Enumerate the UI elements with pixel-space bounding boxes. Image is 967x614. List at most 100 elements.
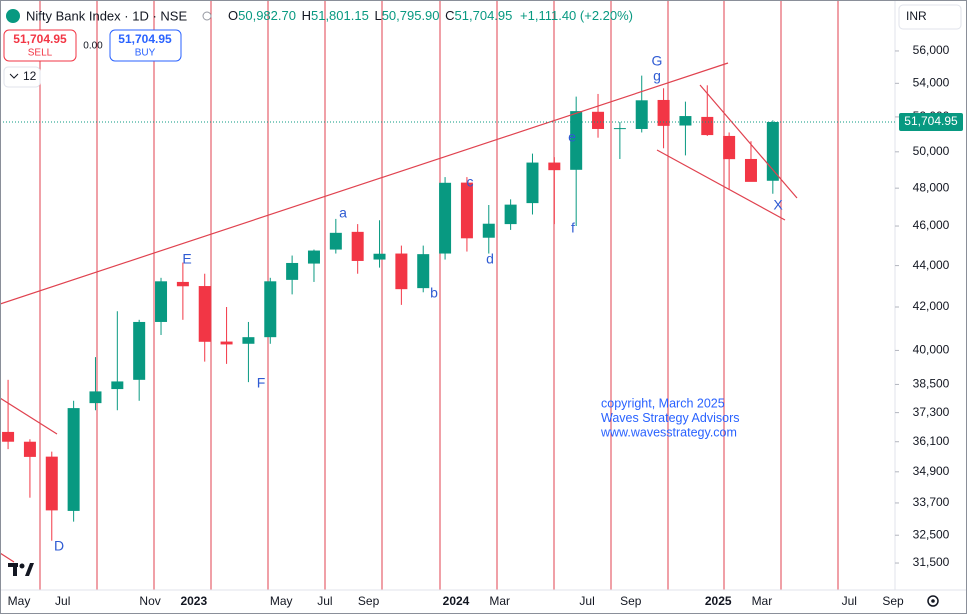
candle-body — [89, 391, 102, 404]
x-tick-label: Sep — [358, 594, 380, 608]
x-tick-label: Sep — [882, 594, 904, 608]
ohlc-value: 51,704.95 — [455, 8, 513, 23]
ohlc-key: C — [445, 8, 454, 23]
ohlc-value: 50,982.70 — [238, 8, 296, 23]
chevron-icon[interactable] — [9, 73, 19, 79]
x-tick-label: Jul — [579, 594, 594, 608]
buy-price[interactable]: 51,704.95 — [118, 32, 172, 46]
ohlc-key: O — [228, 8, 238, 23]
x-tick-label: 2024 — [443, 594, 470, 608]
candle-body — [635, 100, 648, 129]
candle-body — [220, 341, 233, 345]
sell-box[interactable] — [3, 29, 77, 62]
buy-label[interactable]: BUY — [135, 48, 156, 59]
ohlc-value: 50,795.90 — [382, 8, 440, 23]
buy-box[interactable] — [109, 29, 182, 62]
indicators-toggle[interactable]: 12 — [3, 66, 41, 88]
candle-body — [701, 116, 714, 136]
trend-line — [0, 62, 729, 305]
candle-body — [766, 121, 779, 181]
y-tick-label: 37,300 — [913, 405, 950, 419]
x-tick-label: Sep — [620, 594, 642, 608]
candle-body — [111, 381, 124, 390]
candle-body — [723, 135, 736, 160]
wave-label: b — [430, 285, 438, 301]
indicator-count[interactable]: 12 — [23, 69, 37, 83]
x-tick-label: Jul — [842, 594, 857, 608]
x-tick-label: 2023 — [180, 594, 207, 608]
wave-label: g — [653, 68, 661, 84]
currency-box[interactable] — [898, 4, 962, 30]
candles — [2, 75, 779, 541]
sell-label[interactable]: SELL — [28, 48, 53, 59]
candle-body — [67, 408, 80, 511]
spread: 0.00 — [83, 41, 103, 52]
candle-body — [198, 286, 211, 342]
gear-center[interactable] — [931, 599, 935, 603]
wave-label: G — [652, 53, 663, 69]
candle-body — [351, 231, 364, 261]
trend-line — [656, 149, 786, 221]
sell-button[interactable]: 51,704.95 SELL — [3, 29, 77, 62]
trend-line — [0, 552, 15, 563]
candle-body — [133, 321, 146, 380]
y-tick-label: 46,000 — [913, 218, 950, 232]
candle-body — [657, 99, 670, 126]
candle-body — [329, 232, 342, 250]
trend-line — [699, 84, 798, 199]
y-tick-label: 31,500 — [913, 555, 950, 569]
symbol-title: Nifty Bank Index · 1D · NSE — [26, 8, 187, 23]
candle-body — [613, 128, 626, 130]
copyright-line: copyright, March 2025 — [601, 396, 725, 410]
candle-body — [482, 223, 495, 238]
candle-body — [744, 158, 757, 182]
candle-body — [439, 182, 452, 254]
y-tick-label: 44,000 — [913, 258, 950, 272]
candle-body — [679, 116, 692, 126]
wave-label: F — [257, 375, 266, 391]
candle-body — [2, 431, 15, 442]
x-tick-label: Mar — [489, 594, 510, 608]
x-tick-label: Jul — [55, 594, 70, 608]
buy-button[interactable]: 51,704.95 BUY — [109, 29, 182, 62]
x-tick-label: Jul — [317, 594, 332, 608]
candle-body — [417, 254, 430, 289]
wave-label: D — [54, 538, 64, 554]
y-tick-label: 50,000 — [913, 144, 950, 158]
gear[interactable] — [927, 595, 939, 607]
candle-body — [286, 262, 299, 280]
x-tick-label: May — [8, 594, 31, 608]
logo-part — [13, 563, 17, 576]
wave-label: X — [773, 197, 783, 213]
last-price-label: 51,704.95 — [904, 114, 958, 128]
x-tick-label: 2025 — [705, 594, 732, 608]
candle-body — [307, 250, 320, 264]
currency-button[interactable]: INR — [898, 4, 962, 30]
wave-label: c — [467, 174, 474, 190]
candle-body — [155, 281, 168, 322]
x-tick-label: Nov — [139, 594, 160, 608]
candle-body — [570, 111, 583, 170]
ohlc-value: 51,801.15 — [311, 8, 369, 23]
y-tick-label: 33,700 — [913, 495, 950, 509]
wave-label: E — [182, 251, 191, 267]
sell-price[interactable]: 51,704.95 — [13, 32, 67, 46]
ohlc-readout: O50,982.70 H51,801.15 L50,795.90 C51,704… — [228, 8, 633, 23]
candle-body — [373, 253, 386, 260]
y-tick-label: 38,500 — [913, 377, 950, 391]
candle-body — [395, 253, 408, 290]
symbol-logo — [6, 9, 20, 23]
y-tick-label: 48,000 — [913, 180, 950, 194]
y-tick-label: 34,900 — [913, 464, 950, 478]
indicators-box[interactable] — [3, 66, 41, 88]
candle-body — [242, 337, 255, 344]
y-tick-label: 54,000 — [913, 75, 950, 89]
logo-part — [19, 563, 25, 569]
overlay: 31,500 32,500 33,700 34,900 36,100 37,300 38,5… — [0, 43, 963, 608]
currency[interactable]: INR — [906, 9, 927, 23]
candle-body — [45, 456, 58, 511]
change: +1,111.40 (+2.20%) — [520, 8, 633, 23]
settings-icon[interactable] — [927, 595, 939, 607]
